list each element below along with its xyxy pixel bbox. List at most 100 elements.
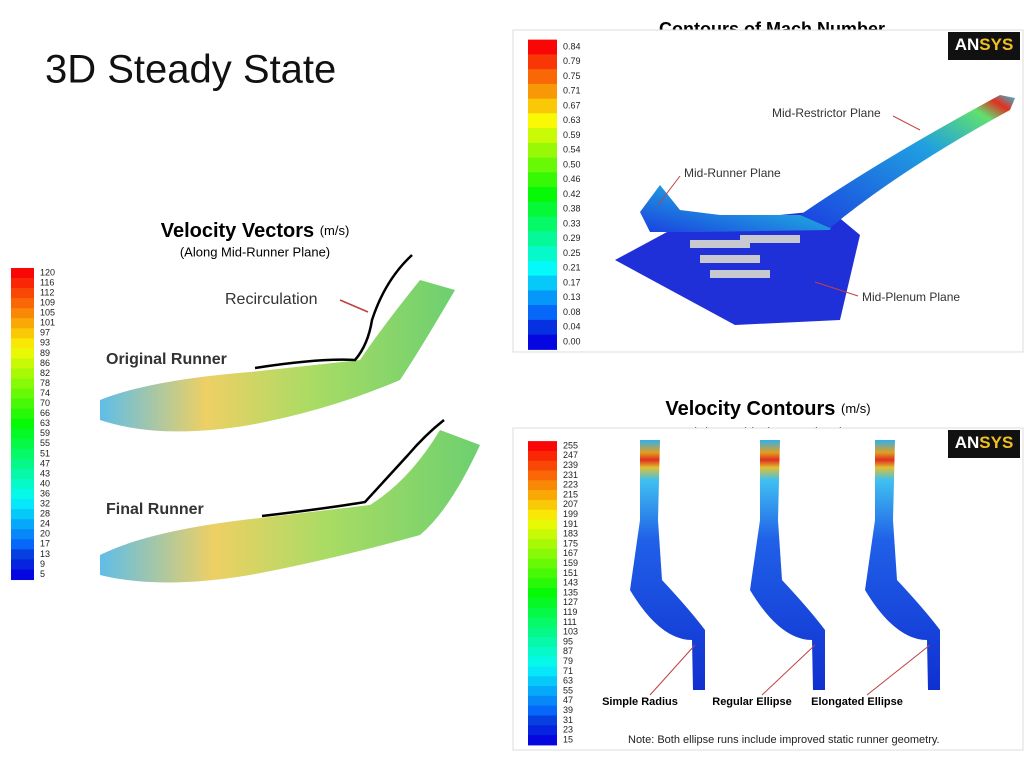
colorbar-label: 0.50 xyxy=(563,159,581,169)
colorbar-cell xyxy=(11,549,34,560)
colorbar-label: 36 xyxy=(40,488,50,498)
colorbar-label: 78 xyxy=(40,378,50,388)
colorbar-label: 55 xyxy=(563,685,573,695)
colorbar-cell xyxy=(11,559,34,570)
colorbar-label: 79 xyxy=(563,656,573,666)
colorbar-cell xyxy=(528,725,557,736)
colorbar-cell xyxy=(528,319,557,336)
colorbar-cell xyxy=(11,338,34,349)
panel-heading: Velocity Contours (m/s) xyxy=(665,398,870,420)
colorbar-cell xyxy=(11,428,34,440)
colorbar-cell xyxy=(11,388,34,400)
colorbar-cell xyxy=(11,278,34,289)
colorbar-cell xyxy=(528,695,557,707)
colorbar-cell xyxy=(11,438,34,450)
colorbar-label: 55 xyxy=(40,438,50,448)
colorbar-label: 199 xyxy=(563,509,578,519)
colorbar-label: 51 xyxy=(40,448,50,458)
logo-text: ANSYS xyxy=(955,35,1014,54)
colorbar-label: 0.46 xyxy=(563,174,581,184)
colorbar-label: 207 xyxy=(563,499,578,509)
colorbar-cell xyxy=(528,83,557,100)
colorbar-label: 109 xyxy=(40,298,55,308)
leader-line xyxy=(814,281,859,297)
colorbar-cell xyxy=(528,666,557,677)
colorbar-label: 95 xyxy=(563,636,573,646)
runner-label: Original Runner xyxy=(106,351,227,368)
colorbar-cell xyxy=(528,588,557,599)
colorbar-label: 0.38 xyxy=(563,204,581,214)
flow-field xyxy=(100,430,480,583)
colorbar-cell xyxy=(11,298,34,309)
runner-label: Final Runner xyxy=(106,501,204,518)
colorbar-label: 86 xyxy=(40,358,50,368)
colorbar-cell xyxy=(11,328,34,339)
colorbar-label: 0.63 xyxy=(563,115,581,125)
colorbar-cell xyxy=(11,468,34,480)
colorbar-cell xyxy=(528,187,557,203)
colorbar-cell xyxy=(528,715,557,726)
colorbar-cell xyxy=(11,368,34,380)
colorbar-cell xyxy=(11,408,34,420)
colorbar-label: 0.21 xyxy=(563,263,581,273)
colorbar-label: 151 xyxy=(563,568,578,578)
colorbar-cell xyxy=(528,305,557,321)
colorbar-label: 112 xyxy=(40,287,54,297)
colorbar-cell xyxy=(528,568,557,579)
wall-curve xyxy=(254,254,413,370)
colorbar-cell xyxy=(528,157,557,173)
colorbar-cell xyxy=(11,418,34,430)
colorbar-cell xyxy=(11,348,34,359)
colorbar-cell xyxy=(528,656,557,667)
colorbar-label: 116 xyxy=(40,277,54,287)
plane-label: Mid-Runner Plane xyxy=(684,166,781,180)
colorbar-cell xyxy=(528,735,557,746)
colorbar-cell xyxy=(528,578,557,589)
leader-line xyxy=(892,115,921,131)
colorbar-cell xyxy=(528,113,557,129)
colorbar-cell xyxy=(11,358,34,369)
colorbar-cell xyxy=(528,54,557,70)
colorbar-label: 66 xyxy=(40,408,50,418)
colorbar-label: 5 xyxy=(40,569,45,579)
colorbar-cell xyxy=(528,246,557,262)
colorbar-label: 0.42 xyxy=(563,189,581,199)
colorbar-label: 255 xyxy=(563,440,578,450)
annotation: Recirculation xyxy=(225,291,317,308)
colorbar-cell xyxy=(528,128,557,144)
colorbar-label: 159 xyxy=(563,558,578,568)
colorbar-label: 89 xyxy=(40,348,50,358)
plane-label: Mid-Restrictor Plane xyxy=(772,106,881,120)
colorbar-label: 127 xyxy=(563,597,578,607)
note: Note: Both ellipse runs include improved… xyxy=(628,734,940,746)
colorbar-label: 0.59 xyxy=(563,130,581,140)
colorbar-label: 28 xyxy=(40,509,50,519)
colorbar-label: 0.29 xyxy=(563,233,581,243)
colorbar-cell xyxy=(528,499,557,511)
leader-line xyxy=(649,644,696,696)
colorbar-cell xyxy=(528,627,557,638)
colorbar-label: 105 xyxy=(40,308,55,318)
flow-field xyxy=(100,280,455,432)
colorbar-label: 9 xyxy=(40,559,45,569)
leader-line xyxy=(339,299,369,313)
colorbar-label: 191 xyxy=(563,519,578,529)
colorbar-label: 31 xyxy=(563,715,573,725)
runner-label: Elongated Ellipse xyxy=(811,696,903,708)
colorbar-cell xyxy=(528,260,557,277)
slide-title: 3D Steady State xyxy=(45,48,336,92)
runner-contour xyxy=(750,440,825,690)
colorbar-cell xyxy=(528,201,557,218)
colorbar-cell xyxy=(528,231,557,247)
colorbar-cell xyxy=(528,539,557,550)
colorbar-label: 74 xyxy=(40,388,50,398)
colorbar-label: 70 xyxy=(40,398,50,408)
colorbar-cell xyxy=(528,676,557,687)
runner xyxy=(640,185,835,232)
restrictor xyxy=(800,95,1015,228)
colorbar-cell xyxy=(528,607,557,618)
colorbar-cell xyxy=(11,288,34,299)
colorbar-label: 0.17 xyxy=(563,277,581,287)
colorbar-label: 97 xyxy=(40,328,50,338)
